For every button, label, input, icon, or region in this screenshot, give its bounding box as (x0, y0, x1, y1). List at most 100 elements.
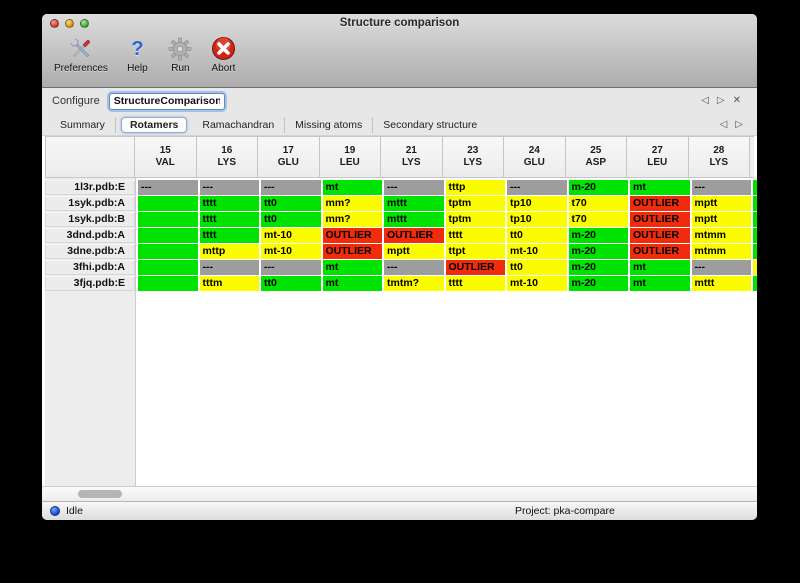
table-cell[interactable]: tt0 (261, 212, 323, 227)
table-cell[interactable]: m-20 (568, 244, 630, 259)
table-cell[interactable]: mttt (384, 196, 446, 211)
table-cell[interactable] (138, 276, 200, 291)
column-header-21[interactable]: 21 LYS (381, 136, 443, 178)
run-button[interactable]: Run (167, 35, 194, 74)
table-cell[interactable]: tptm (445, 196, 507, 211)
table-cell[interactable]: --- (384, 260, 446, 275)
row-label[interactable]: 1l3r.pdb:E (45, 180, 135, 195)
table-cell[interactable]: OUTLIER (322, 244, 384, 259)
table-cell[interactable]: mtmm (691, 244, 753, 259)
table-cell[interactable]: tt0 (261, 196, 323, 211)
table-cell[interactable]: mt (630, 276, 692, 291)
table-cell[interactable]: OUTLIER (445, 260, 507, 275)
tab-missing-atoms[interactable]: Missing atoms (285, 116, 374, 133)
horizontal-scrollbar-thumb[interactable] (78, 490, 122, 498)
tab-ramachandran[interactable]: Ramachandran (192, 116, 286, 133)
table-cell[interactable]: tttt (199, 196, 261, 211)
table-cell[interactable]: tt0 (261, 276, 323, 291)
minimize-window-button[interactable] (65, 19, 74, 28)
preferences-button[interactable]: Preferences (54, 35, 108, 74)
row-label[interactable]: 3dne.pdb:A (45, 244, 135, 259)
table-cell[interactable]: tttt (445, 276, 507, 291)
row-label[interactable]: 3fhi.pdb:A (45, 260, 135, 275)
table-cell[interactable]: --- (384, 180, 446, 195)
table-cell[interactable]: mttp (199, 244, 261, 259)
table-cell[interactable]: --- (199, 260, 261, 275)
tab-summary[interactable]: Summary (50, 116, 116, 133)
table-cell[interactable]: --- (691, 260, 753, 275)
table-cell[interactable] (138, 244, 200, 259)
table-cell[interactable]: mt (322, 276, 384, 291)
table-cell[interactable]: mt-10 (507, 244, 569, 259)
table-cell[interactable] (138, 196, 200, 211)
table-cell[interactable]: mm? (322, 212, 384, 227)
table-cell[interactable]: tttm (199, 276, 261, 291)
table-cell[interactable]: mtmm (691, 228, 753, 243)
table-cell[interactable]: tttt (199, 212, 261, 227)
table-cell[interactable] (138, 212, 200, 227)
title-bar[interactable]: Structure comparison (42, 14, 757, 32)
table-cell[interactable]: m-20 (568, 228, 630, 243)
table-cell[interactable]: mt (322, 180, 384, 195)
table-cell[interactable]: tmtm? (384, 276, 446, 291)
row-label[interactable]: 3fjq.pdb:E (45, 276, 135, 291)
table-cell[interactable]: mptt (384, 244, 446, 259)
table-cell[interactable]: mt-10 (507, 276, 569, 291)
table-cell[interactable]: OUTLIER (630, 212, 692, 227)
configure-name-input[interactable] (108, 92, 225, 110)
next-arrow-icon[interactable]: ▷ (735, 118, 743, 130)
horizontal-scrollbar-track[interactable] (42, 486, 757, 501)
table-cell[interactable]: --- (261, 180, 323, 195)
column-header-28[interactable]: 28 LYS (688, 136, 750, 178)
table-cell[interactable]: t70 (568, 196, 630, 211)
table-cell[interactable]: tp10 (507, 196, 569, 211)
table-cell[interactable]: tttt (199, 228, 261, 243)
column-header-27[interactable]: 27 LEU (627, 136, 689, 178)
table-cell[interactable]: mttt (384, 212, 446, 227)
table-cell[interactable]: --- (691, 180, 753, 195)
tab-secondary-structure[interactable]: Secondary structure (383, 118, 478, 131)
next-arrow-icon[interactable]: ▷ (716, 95, 725, 106)
table-cell[interactable]: mt (630, 260, 692, 275)
table-cell[interactable]: tp10 (507, 212, 569, 227)
table-cell[interactable]: tt0 (507, 260, 569, 275)
table-cell[interactable]: m-20 (568, 276, 630, 291)
zoom-window-button[interactable] (80, 19, 89, 28)
table-cell[interactable]: m-20 (568, 260, 630, 275)
abort-button[interactable]: Abort (210, 35, 237, 74)
table-cell[interactable]: tt0 (507, 228, 569, 243)
prev-arrow-icon[interactable]: ◁ (719, 118, 728, 130)
column-header-23[interactable]: 23 LYS (442, 136, 504, 178)
table-cell[interactable]: m-20 (568, 180, 630, 195)
table-cell[interactable]: mm? (322, 196, 384, 211)
table-cell[interactable]: --- (261, 260, 323, 275)
column-header-24[interactable]: 24 GLU (504, 136, 566, 178)
table-cell[interactable]: tptm (445, 212, 507, 227)
close-window-button[interactable] (50, 19, 59, 28)
table-cell[interactable]: mt (322, 260, 384, 275)
table-cell[interactable]: tttp (445, 180, 507, 195)
column-header-17[interactable]: 17 GLU (258, 136, 320, 178)
column-header-25[interactable]: 25 ASP (565, 136, 627, 178)
help-button[interactable]: ? Help (124, 35, 151, 75)
table-cell[interactable]: mt (630, 180, 692, 195)
row-label[interactable]: 1syk.pdb:A (45, 196, 135, 211)
table-cell[interactable]: OUTLIER (630, 244, 692, 259)
close-view-icon[interactable]: ✕ (732, 95, 741, 106)
table-cell[interactable] (138, 228, 200, 243)
table-cell[interactable]: mptt (691, 212, 753, 227)
table-cell[interactable]: OUTLIER (322, 228, 384, 243)
row-label[interactable]: 1syk.pdb:B (45, 212, 135, 227)
column-header-15[interactable]: 15 VAL (135, 136, 197, 178)
table-cell[interactable]: mptt (691, 196, 753, 211)
table-cell[interactable]: OUTLIER (630, 196, 692, 211)
table-cell[interactable]: mttt (691, 276, 753, 291)
table-cell[interactable]: mt-10 (261, 228, 323, 243)
table-cell[interactable]: --- (507, 180, 569, 195)
row-label[interactable]: 3dnd.pdb:A (45, 228, 135, 243)
table-cell[interactable]: mt-10 (261, 244, 323, 259)
table-cell[interactable]: t70 (568, 212, 630, 227)
table-cell[interactable]: ttpt (445, 244, 507, 259)
prev-arrow-icon[interactable]: ◁ (701, 95, 709, 106)
table-cell[interactable]: --- (138, 180, 200, 195)
